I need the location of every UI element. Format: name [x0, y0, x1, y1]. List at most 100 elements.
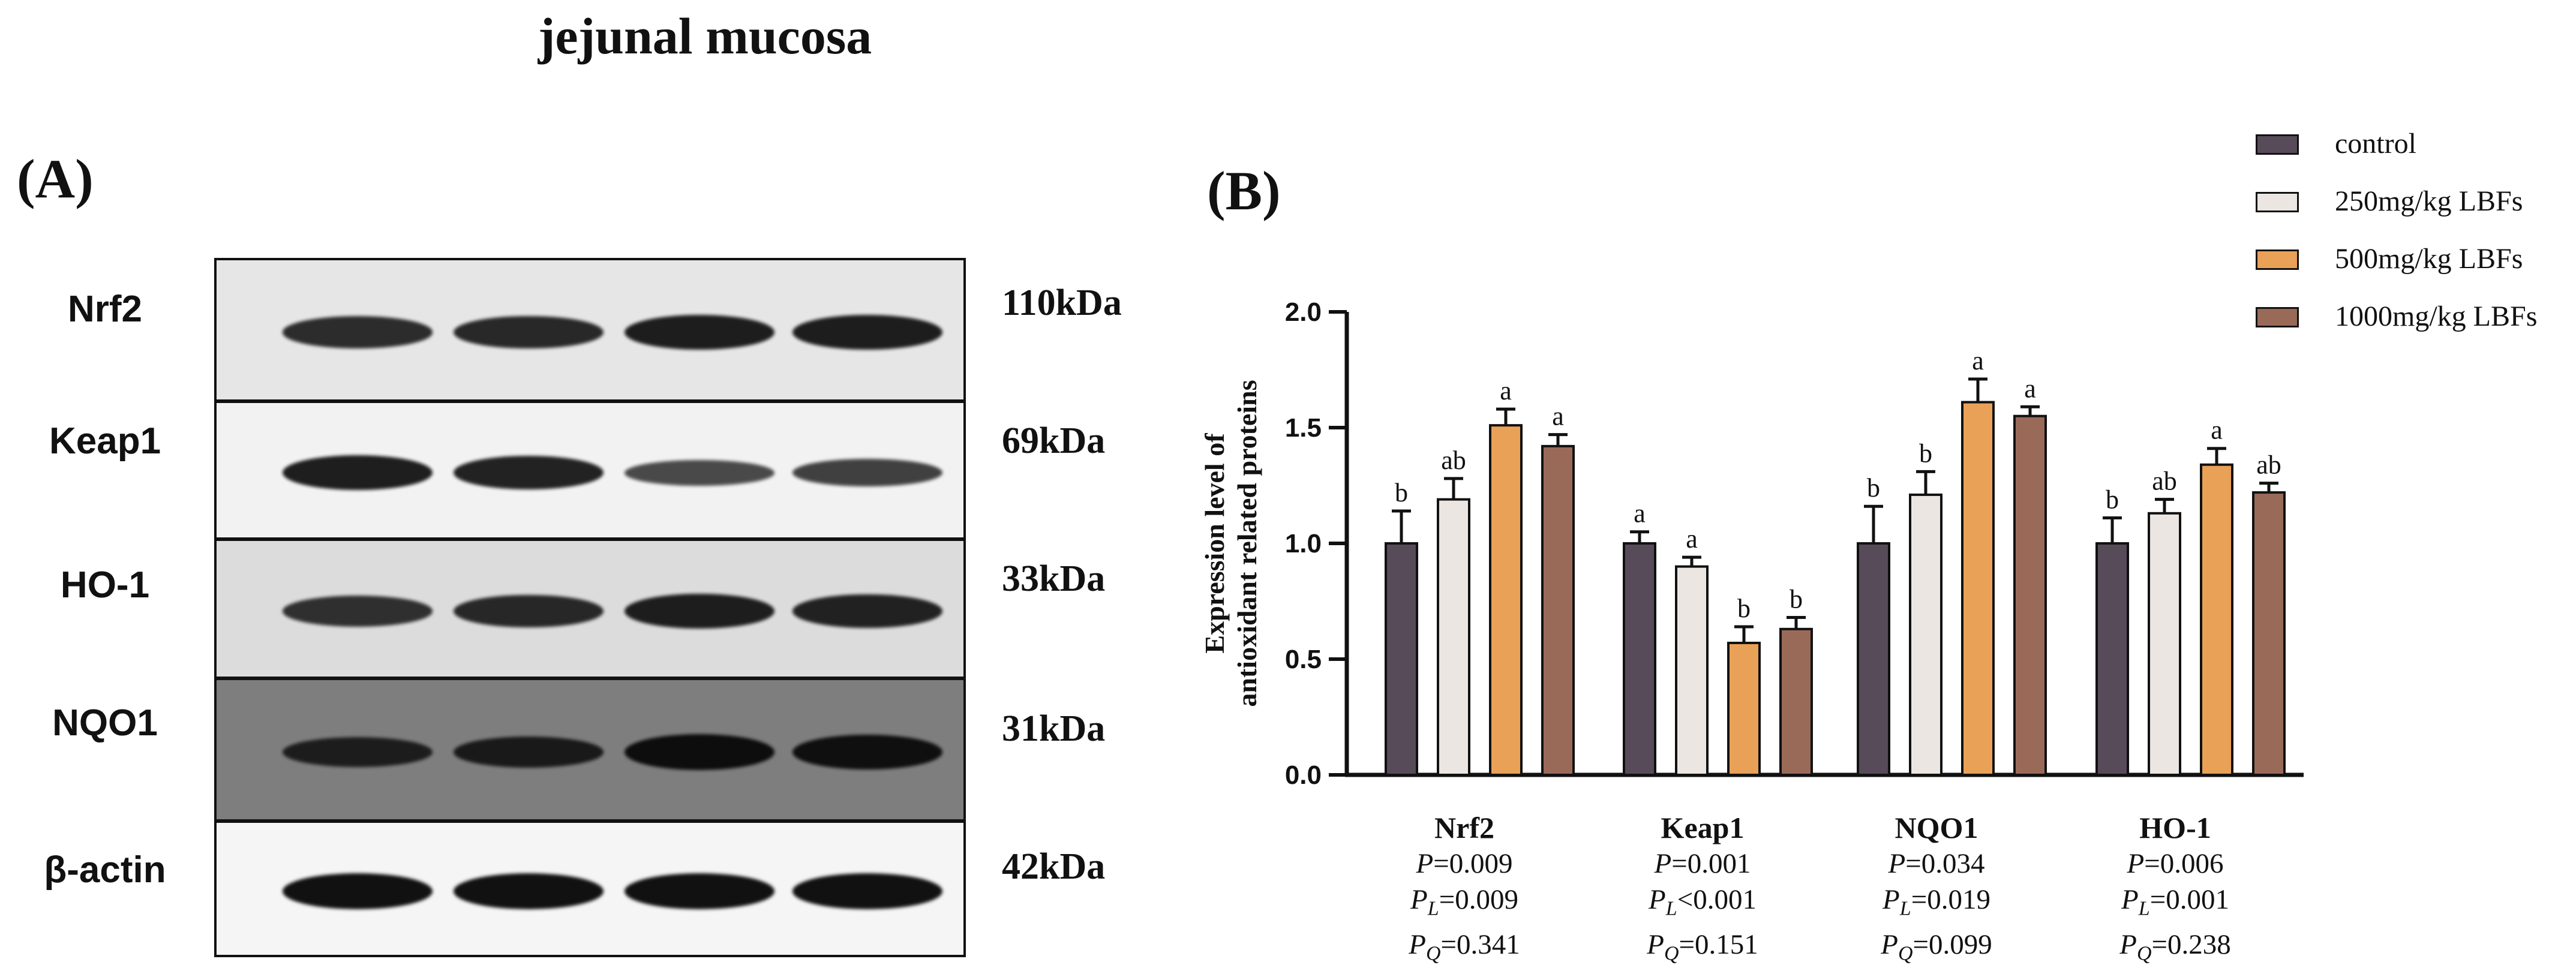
significance-letter: a: [1552, 402, 1564, 431]
blot-label: Keap1: [49, 420, 161, 462]
p-value: P=0.009: [1416, 848, 1513, 879]
blot-band: [283, 455, 433, 491]
p-quadratic: PQ=0.341: [1409, 929, 1520, 965]
bar: [1857, 542, 1890, 776]
legend-item: control: [2256, 126, 2568, 162]
blot-band: [454, 455, 604, 490]
y-tick-label: 0.5: [1285, 645, 1322, 674]
blot-band: [625, 459, 774, 486]
legend-label: 250mg/kg LBFs: [2335, 185, 2523, 217]
molecular-weight-label: 42kDa: [1002, 846, 1106, 887]
p-value: P=0.034: [1888, 848, 1985, 879]
blot-band: [283, 873, 433, 909]
p-value: P=0.006: [2127, 848, 2224, 879]
blot-band: [454, 594, 604, 628]
blot-band: [792, 458, 942, 487]
stat-block: Nrf2 P=0.009 PL=0.009 PQ=0.341: [1374, 810, 1554, 972]
legend-swatch: [2256, 249, 2299, 270]
legend-label: 1000mg/kg LBFs: [2335, 300, 2538, 332]
y-tick-label: 2.0: [1285, 297, 1322, 327]
bar: [1385, 542, 1418, 776]
significance-letter: a: [2024, 374, 2036, 403]
bar: [2013, 414, 2047, 776]
p-quadratic: PQ=0.151: [1647, 929, 1758, 965]
legend-item: 500mg/kg LBFs: [2256, 241, 2568, 277]
significance-letter: ab: [2256, 450, 2281, 480]
blot-band: [625, 314, 774, 350]
category-label: NQO1: [1895, 811, 1978, 844]
significance-letter: a: [1686, 524, 1698, 554]
blot-strip-nqo1: [214, 678, 966, 822]
significance-letter: a: [1500, 376, 1512, 405]
p-value: P=0.001: [1654, 848, 1751, 879]
blot-band: [625, 734, 774, 770]
legend-label: 500mg/kg LBFs: [2335, 243, 2523, 275]
bar: [1909, 493, 1942, 776]
bar: [2252, 491, 2286, 777]
legend-swatch: [2256, 192, 2299, 212]
blot-band: [792, 594, 942, 629]
significance-letter: b: [1737, 594, 1751, 623]
molecular-weight-label: 33kDa: [1002, 558, 1106, 599]
blot-band: [454, 736, 604, 768]
p-quadratic: PQ=0.099: [1881, 929, 1992, 965]
y-tick-label: 1.5: [1285, 413, 1322, 443]
bar: [2095, 542, 2129, 776]
significance-letter: ab: [1441, 446, 1466, 475]
bar: [1727, 641, 1761, 776]
blot-label: NQO1: [52, 702, 158, 744]
blot-band: [792, 873, 942, 909]
blot-band: [283, 596, 433, 627]
blot-band: [625, 873, 774, 909]
y-axis-label: Expression level ofantioxidant related p…: [1199, 380, 1262, 707]
significance-letter: a: [2211, 416, 2223, 445]
bar: [1961, 401, 1995, 776]
bar: [2148, 512, 2181, 776]
legend-swatch: [2256, 134, 2299, 155]
significance-letter: b: [1790, 585, 1803, 614]
blot-band: [792, 734, 942, 770]
y-axis-label-line: antioxidant related proteins: [1232, 380, 1262, 707]
bar: [1437, 498, 1470, 776]
p-quadratic: PQ=0.238: [2119, 929, 2231, 965]
p-linear: PL<0.001: [1649, 884, 1757, 920]
p-linear: PL=0.009: [1410, 884, 1518, 920]
significance-letter: b: [1919, 438, 1932, 468]
y-tick-label: 0.0: [1285, 760, 1322, 790]
blot-strip-keap1: [214, 401, 966, 540]
significance-letter: a: [1634, 499, 1646, 528]
figure-title: jejunal mucosa: [538, 7, 872, 65]
significance-letter: b: [1867, 473, 1880, 503]
p-linear: PL=0.001: [2121, 884, 2229, 920]
y-axis-label-line: Expression level of: [1199, 433, 1230, 654]
blot-strip--actin: [214, 820, 966, 957]
blot-label: β-actin: [44, 849, 166, 891]
stat-block: NQO1 P=0.034 PL=0.019 PQ=0.099: [1847, 810, 2026, 972]
significance-letter: a: [1972, 346, 1984, 375]
blot-label: Nrf2: [67, 288, 143, 330]
bar: [1675, 565, 1709, 776]
bar: [2200, 463, 2233, 776]
significance-letter: ab: [2152, 467, 2177, 496]
stat-block: HO-1 P=0.006 PL=0.001 PQ=0.238: [2085, 810, 2265, 972]
blot-band: [283, 316, 433, 348]
molecular-weight-label: 31kDa: [1002, 708, 1106, 749]
category-label: Nrf2: [1434, 811, 1494, 844]
p-linear: PL=0.019: [1883, 884, 1990, 920]
significance-letter: b: [2106, 485, 2119, 515]
bar: [1623, 542, 1656, 776]
blot-band: [625, 593, 774, 629]
blot-strip-ho-1: [214, 539, 966, 679]
stat-block: Keap1 P=0.001 PL<0.001 PQ=0.151: [1613, 810, 1793, 972]
bar: [1541, 444, 1575, 776]
panel-b-label: (B): [1207, 160, 1281, 221]
legend-item: 250mg/kg LBFs: [2256, 184, 2568, 220]
legend-label: control: [2335, 128, 2416, 160]
blot-band: [792, 314, 942, 350]
molecular-weight-label: 110kDa: [1002, 282, 1122, 323]
significance-letter: b: [1395, 478, 1408, 507]
panel-a-label: (A): [17, 148, 94, 209]
category-label: Keap1: [1661, 811, 1745, 844]
category-label: HO-1: [2139, 811, 2211, 844]
